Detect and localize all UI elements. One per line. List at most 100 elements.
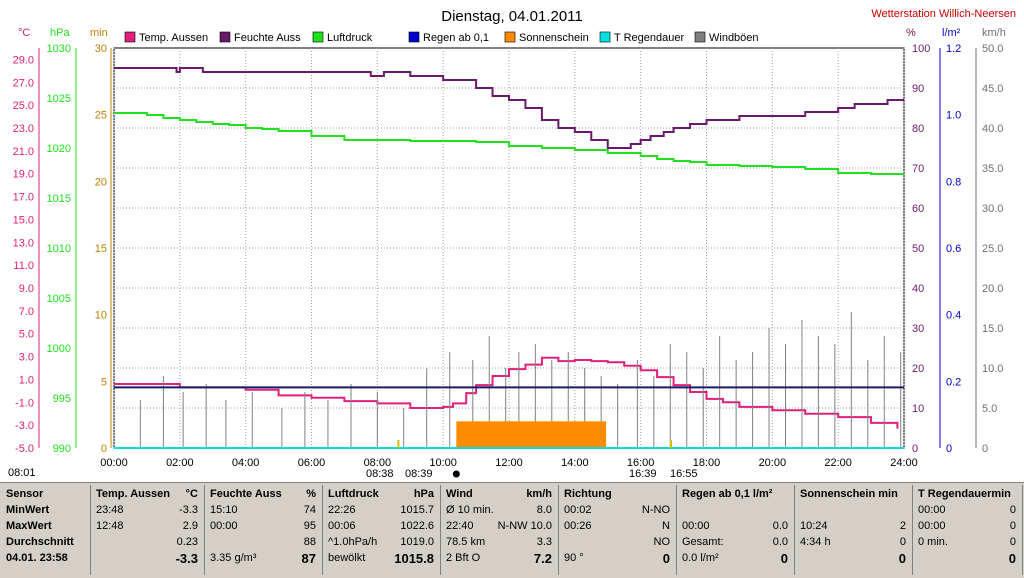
stats-cell-time: 00:00 bbox=[918, 504, 946, 516]
stats-cell-value: 95 bbox=[303, 520, 316, 532]
sunshine-bar bbox=[456, 421, 607, 448]
stats-cell-value: -3.3 bbox=[175, 551, 198, 566]
pressure-tick-label: 1020 bbox=[47, 143, 71, 155]
rain-tick-label: 0.4 bbox=[946, 310, 961, 322]
x-tick-label: 22:00 bbox=[824, 457, 852, 469]
pressure-tick-label: 1005 bbox=[47, 293, 71, 305]
rain-tick-label: 0.6 bbox=[946, 243, 961, 255]
humidity-tick-label: 90 bbox=[912, 83, 924, 95]
pressure-tick-label: 990 bbox=[53, 443, 71, 455]
stats-row: 0.23 bbox=[90, 535, 204, 550]
temp-unit: °C bbox=[18, 27, 30, 39]
wind-tick-label: 15.0 bbox=[982, 323, 1003, 335]
legend-swatch bbox=[219, 31, 231, 43]
stats-cell-value: 2.9 bbox=[182, 520, 198, 532]
rain-tick-label: 1.2 bbox=[946, 43, 961, 55]
annotation-0838: 08:38 bbox=[366, 468, 394, 480]
stats-header-wind: Wind bbox=[446, 488, 473, 500]
series-line-feuchte-auss bbox=[114, 67, 904, 149]
series-line-luftdruck bbox=[114, 112, 904, 175]
stats-cell-value: 2 bbox=[899, 520, 906, 532]
rain-tick-label: 0 bbox=[946, 443, 952, 455]
x-tick-label: 10:00 bbox=[429, 457, 457, 469]
label-min: MinWert bbox=[6, 504, 50, 516]
stats-unit-pressure: hPa bbox=[413, 488, 434, 500]
stats-cell-value: 0 bbox=[898, 551, 906, 566]
minutes-unit: min bbox=[90, 27, 108, 39]
stats-row: 78.5 km 3.3 bbox=[440, 535, 558, 550]
stats-cell-time: 90 ° bbox=[564, 552, 584, 564]
wind-tick-label: 25.0 bbox=[982, 243, 1003, 255]
annotation-0839: 08:39 bbox=[405, 468, 433, 480]
stats-cell-value: 0 bbox=[1008, 551, 1016, 566]
minutes-tick-label: 25 bbox=[95, 110, 107, 122]
stats-cell-value: 1022.6 bbox=[400, 520, 434, 532]
stats-unit-humidity: % bbox=[306, 488, 316, 500]
x-tick-label: 14:00 bbox=[561, 457, 589, 469]
legend-label: Regen ab 0,1 bbox=[423, 32, 489, 44]
legend-swatch bbox=[124, 31, 136, 43]
x-tick-label: 24:00 bbox=[890, 457, 918, 469]
stats-row: 0 bbox=[912, 551, 1022, 566]
stats-header-pressure: Luftdruck bbox=[328, 488, 379, 500]
legend-swatch bbox=[408, 31, 420, 43]
temp-tick-label: 21.0 bbox=[13, 146, 34, 158]
stats-row: 00:06 1022.6 bbox=[322, 519, 440, 534]
pressure-tick-label: 995 bbox=[53, 393, 71, 405]
legend-swatch bbox=[312, 31, 324, 43]
pressure-tick-label: 1030 bbox=[47, 43, 71, 55]
temp-tick-label: 13.0 bbox=[13, 237, 34, 249]
stats-cell-value: 3.3 bbox=[536, 536, 552, 548]
humidity-tick-label: 30 bbox=[912, 323, 924, 335]
temp-tick-label: 3.0 bbox=[19, 352, 34, 364]
pressure-unit: hPa bbox=[50, 27, 70, 39]
temp-tick-label: 15.0 bbox=[13, 214, 34, 226]
minutes-tick-label: 15 bbox=[95, 243, 107, 255]
stats-row: 00:02 N-NO bbox=[558, 503, 676, 518]
annotation-start: 08:01 bbox=[8, 467, 36, 479]
stats-cell-value: 0 bbox=[1009, 520, 1016, 532]
stats-cell-value: 0 bbox=[1009, 536, 1016, 548]
legend-label: T Regendauer bbox=[614, 32, 684, 44]
x-tick-label: 08:00 bbox=[364, 457, 392, 469]
stats-row: 88 bbox=[204, 535, 322, 550]
stats-cell-time: 00:06 bbox=[328, 520, 356, 532]
temp-tick-label: 7.0 bbox=[19, 306, 34, 318]
stats-row: Ø 10 min. 8.0 bbox=[440, 503, 558, 518]
stats-row: 00:00 0 bbox=[912, 519, 1022, 534]
temp-tick-label: 25.0 bbox=[13, 100, 34, 112]
wind-unit: km/h bbox=[982, 27, 1006, 39]
stats-row: 23:48 -3.3 bbox=[90, 503, 204, 518]
stats-row: 00:00 95 bbox=[204, 519, 322, 534]
stats-header-direction: Richtung bbox=[564, 488, 612, 500]
temp-tick-label: 27.0 bbox=[13, 77, 34, 89]
stats-cell-time: 00:02 bbox=[564, 504, 592, 516]
stats-cell-value: 88 bbox=[303, 536, 316, 548]
humidity-tick-label: 70 bbox=[912, 163, 924, 175]
temp-tick-label: 23.0 bbox=[13, 123, 34, 135]
legend-label: Windböen bbox=[709, 32, 759, 44]
stats-cell-value: 74 bbox=[303, 504, 316, 516]
stats-cell-time: Ø 10 min. bbox=[446, 504, 494, 516]
minutes-tick-label: 10 bbox=[95, 310, 107, 322]
wind-tick-label: 5.0 bbox=[982, 403, 997, 415]
pressure-tick-label: 1015 bbox=[47, 193, 71, 205]
stats-cell-value: 1015.7 bbox=[400, 504, 434, 516]
stats-column-direction: Richtung 00:02 N-NO 00:26 N NO 90 ° 0 bbox=[558, 485, 677, 575]
stats-row: -3.3 bbox=[90, 551, 204, 566]
legend-swatch bbox=[694, 31, 706, 43]
stats-row: 3.35 g/m³ 87 bbox=[204, 551, 322, 566]
rain-tick-label: 0.2 bbox=[946, 376, 961, 388]
stats-cell-time: bewölkt bbox=[328, 552, 366, 564]
stats-panel: Sensor MinWert MaxWert Durchschnitt 04.0… bbox=[0, 482, 1024, 578]
stats-row: 00:00 0.0 bbox=[676, 519, 794, 534]
stats-column-temp: Temp. Aussen °C 23:48 -3.3 12:48 2.9 0.23 -3.3 bbox=[90, 485, 205, 575]
stats-cell-value: 1015.8 bbox=[394, 551, 434, 566]
label-current: 04.01. 23:58 bbox=[6, 552, 68, 564]
x-tick-label: 16:00 bbox=[627, 457, 655, 469]
stats-cell-value: NO bbox=[653, 536, 671, 548]
wind-tick-label: 20.0 bbox=[982, 283, 1003, 295]
x-tick-label: 00:00 bbox=[100, 457, 128, 469]
stats-row: 2 Bft O 7.2 bbox=[440, 551, 558, 566]
minutes-tick-label: 20 bbox=[95, 176, 107, 188]
